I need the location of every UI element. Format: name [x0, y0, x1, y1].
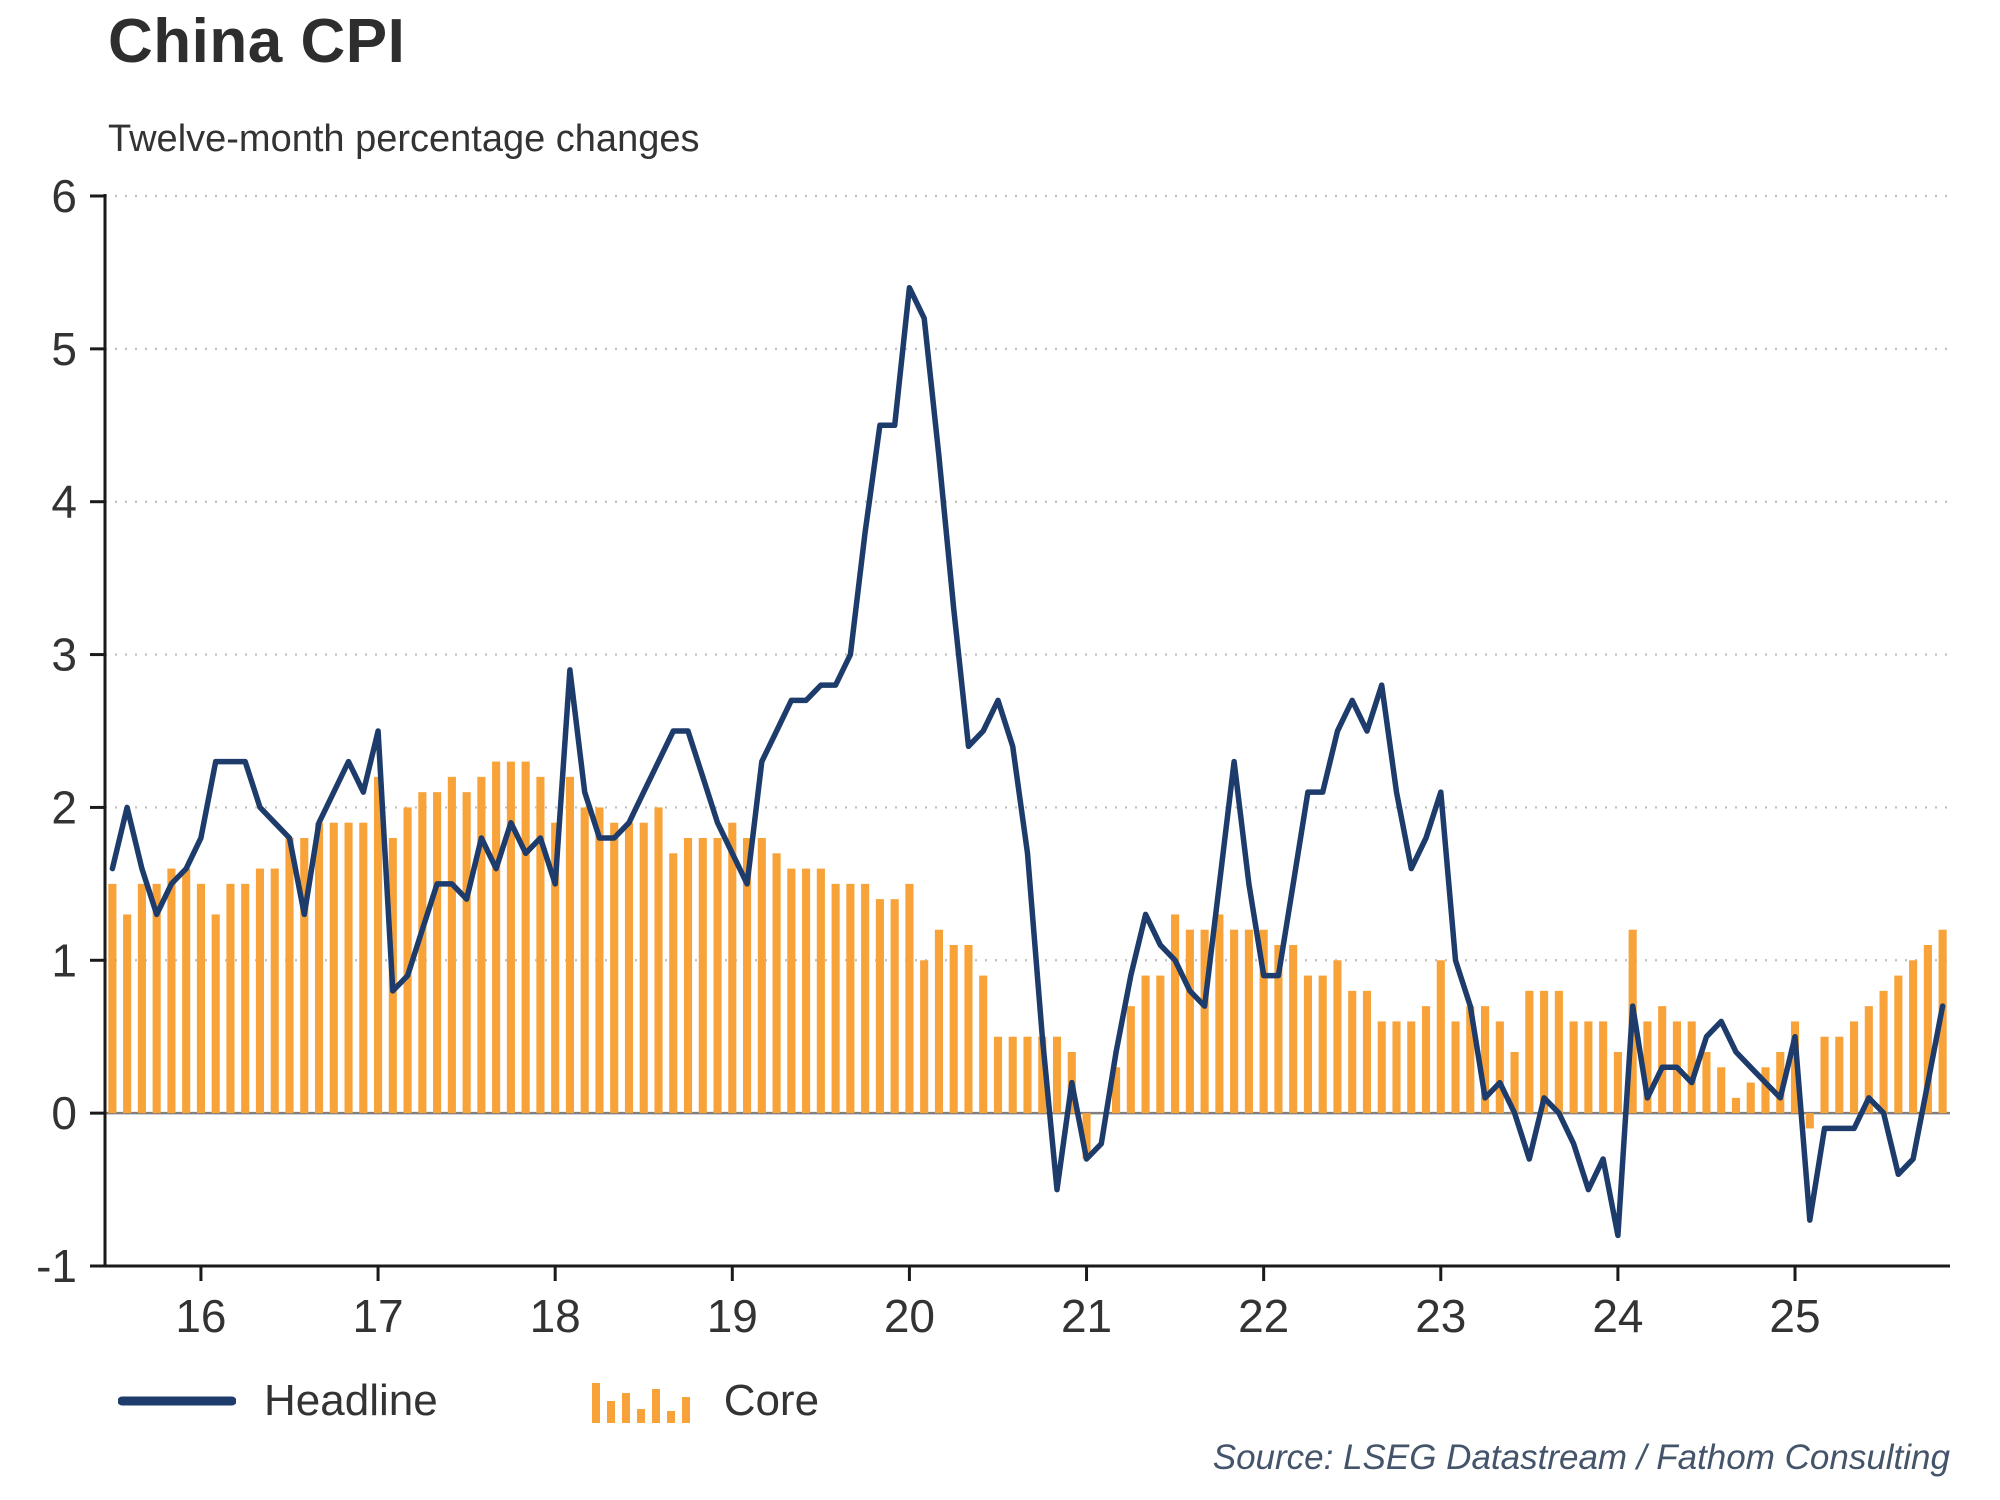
headline-line-icon — [118, 1396, 236, 1406]
chart-subtitle: Twelve-month percentage changes — [108, 118, 700, 160]
svg-text:16: 16 — [175, 1290, 226, 1342]
svg-text:2: 2 — [51, 781, 77, 833]
svg-text:25: 25 — [1769, 1290, 1820, 1342]
legend-label-core: Core — [723, 1376, 820, 1425]
legend-item-core: Core — [588, 1376, 819, 1426]
legend-item-headline: Headline — [118, 1376, 438, 1426]
legend: Headline Core — [118, 1376, 819, 1426]
svg-text:1: 1 — [51, 934, 77, 986]
svg-text:0: 0 — [51, 1087, 77, 1139]
svg-text:21: 21 — [1061, 1290, 1112, 1342]
svg-text:20: 20 — [884, 1290, 935, 1342]
source-credit: Source: LSEG Datastream / Fathom Consult… — [1212, 1438, 1950, 1477]
svg-text:23: 23 — [1415, 1290, 1466, 1342]
svg-text:24: 24 — [1592, 1290, 1643, 1342]
svg-text:22: 22 — [1238, 1290, 1289, 1342]
svg-text:19: 19 — [707, 1290, 758, 1342]
svg-text:3: 3 — [51, 629, 77, 681]
svg-text:6: 6 — [51, 170, 77, 222]
svg-text:5: 5 — [51, 323, 77, 375]
svg-text:18: 18 — [530, 1290, 581, 1342]
svg-text:4: 4 — [51, 476, 77, 528]
chart-title: China CPI — [108, 7, 406, 76]
svg-text:-1: -1 — [36, 1240, 77, 1292]
svg-text:17: 17 — [352, 1290, 403, 1342]
legend-label-headline: Headline — [264, 1376, 438, 1425]
core-bars-icon — [591, 1383, 690, 1423]
